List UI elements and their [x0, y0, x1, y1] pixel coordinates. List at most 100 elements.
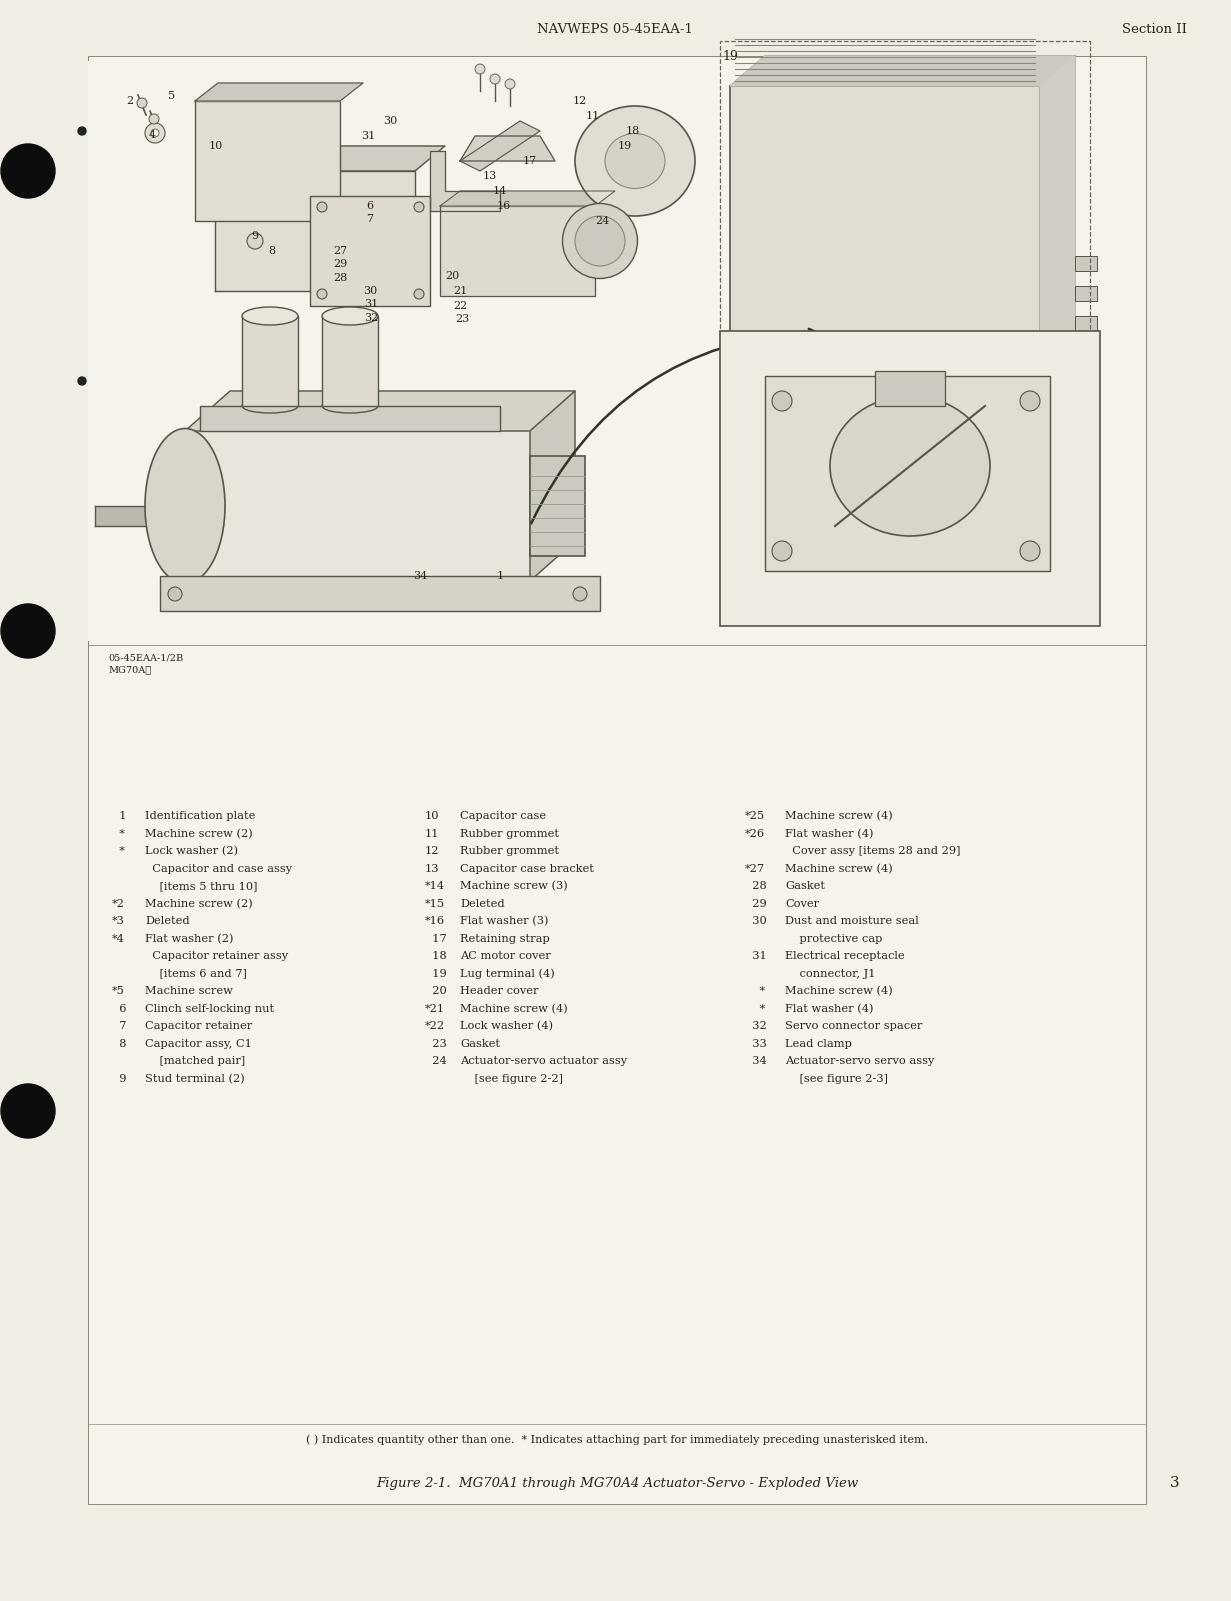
- Text: 32: 32: [364, 314, 378, 323]
- Text: Rubber grommet: Rubber grommet: [460, 845, 559, 857]
- Text: 11: 11: [586, 110, 601, 122]
- Circle shape: [318, 202, 327, 211]
- Text: Machine screw: Machine screw: [145, 986, 233, 996]
- Circle shape: [414, 290, 423, 299]
- Text: 1: 1: [112, 812, 127, 821]
- Circle shape: [572, 588, 587, 600]
- Text: 13: 13: [483, 171, 497, 181]
- Circle shape: [1020, 541, 1040, 560]
- Text: 30: 30: [363, 287, 377, 296]
- Text: 18: 18: [425, 951, 447, 961]
- Circle shape: [772, 541, 792, 560]
- Text: 31: 31: [364, 299, 378, 309]
- Text: Header cover: Header cover: [460, 986, 538, 996]
- Bar: [243, 315, 298, 407]
- Circle shape: [772, 391, 792, 411]
- Circle shape: [414, 202, 423, 211]
- Text: Machine screw (4): Machine screw (4): [785, 986, 892, 996]
- Text: *: *: [112, 828, 124, 839]
- Text: Capacitor assy, C1: Capacitor assy, C1: [145, 1039, 252, 1049]
- Text: *: *: [112, 845, 124, 857]
- Text: 11: 11: [425, 828, 439, 839]
- Bar: [1075, 346, 1097, 360]
- Ellipse shape: [575, 106, 696, 216]
- Polygon shape: [215, 146, 444, 171]
- Bar: [87, 56, 1146, 1503]
- Text: 30: 30: [383, 115, 398, 126]
- Polygon shape: [194, 83, 363, 101]
- Circle shape: [1, 604, 55, 658]
- Text: 17: 17: [425, 933, 447, 943]
- Text: Lock washer (2): Lock washer (2): [145, 845, 238, 857]
- Text: 34: 34: [412, 572, 427, 581]
- Polygon shape: [460, 136, 555, 162]
- Ellipse shape: [323, 307, 378, 325]
- Text: NAVWEPS 05-45EAA-1: NAVWEPS 05-45EAA-1: [537, 22, 693, 35]
- Text: 18: 18: [625, 126, 640, 136]
- Bar: [1075, 315, 1097, 331]
- Text: [see figure 2-2]: [see figure 2-2]: [460, 1074, 563, 1084]
- Text: [matched pair]: [matched pair]: [145, 1057, 245, 1066]
- Ellipse shape: [323, 399, 378, 413]
- Circle shape: [505, 78, 515, 90]
- Text: 30: 30: [745, 916, 767, 925]
- Text: Gasket: Gasket: [785, 881, 825, 892]
- Text: 13: 13: [425, 863, 439, 874]
- Circle shape: [145, 123, 165, 142]
- Text: Rubber grommet: Rubber grommet: [460, 828, 559, 839]
- Text: 6: 6: [112, 1004, 127, 1013]
- Text: Machine screw (4): Machine screw (4): [785, 812, 892, 821]
- Text: Capacitor case bracket: Capacitor case bracket: [460, 863, 593, 874]
- Bar: [87, 61, 1146, 640]
- Text: Lock washer (4): Lock washer (4): [460, 1021, 553, 1031]
- Text: Stud terminal (2): Stud terminal (2): [145, 1074, 245, 1084]
- Text: Gasket: Gasket: [460, 1039, 500, 1049]
- Circle shape: [137, 98, 146, 107]
- Text: 33: 33: [745, 1039, 767, 1049]
- Polygon shape: [430, 150, 500, 211]
- Text: Figure 2-1.  MG70A1 through MG70A4 Actuator-Servo - Exploded View: Figure 2-1. MG70A1 through MG70A4 Actuat…: [375, 1476, 858, 1489]
- Text: *27: *27: [745, 863, 766, 874]
- Text: *15: *15: [425, 898, 446, 908]
- Text: *22: *22: [425, 1021, 446, 1031]
- Bar: [1075, 287, 1097, 301]
- Text: 1: 1: [496, 572, 503, 581]
- Bar: [531, 456, 585, 556]
- Bar: [720, 331, 1101, 626]
- Text: Capacitor case: Capacitor case: [460, 812, 547, 821]
- Circle shape: [1, 1084, 55, 1138]
- Text: Clinch self-locking nut: Clinch self-locking nut: [145, 1004, 275, 1013]
- Text: Actuator-servo servo assy: Actuator-servo servo assy: [785, 1057, 934, 1066]
- Text: Machine screw (2): Machine screw (2): [145, 828, 252, 839]
- Text: 27: 27: [332, 247, 347, 256]
- Text: 8: 8: [112, 1039, 127, 1049]
- Circle shape: [78, 376, 86, 384]
- Bar: [875, 371, 945, 407]
- Text: Cover assy [items 28 and 29]: Cover assy [items 28 and 29]: [785, 845, 960, 857]
- Text: 31: 31: [745, 951, 767, 961]
- Bar: [310, 195, 430, 306]
- Text: protective cap: protective cap: [785, 933, 883, 943]
- Text: 33: 33: [901, 594, 918, 608]
- Text: 20: 20: [425, 986, 447, 996]
- Polygon shape: [730, 56, 1075, 86]
- Circle shape: [1020, 391, 1040, 411]
- Polygon shape: [531, 391, 575, 581]
- Bar: [439, 207, 595, 296]
- Circle shape: [1, 144, 55, 199]
- Text: 24: 24: [730, 415, 746, 427]
- Bar: [720, 42, 1089, 435]
- Text: Flat washer (4): Flat washer (4): [785, 1004, 874, 1013]
- Text: Capacitor retainer assy: Capacitor retainer assy: [145, 951, 288, 961]
- Circle shape: [167, 588, 182, 600]
- Text: Identification plate: Identification plate: [145, 812, 255, 821]
- Ellipse shape: [563, 203, 638, 279]
- Text: Lead clamp: Lead clamp: [785, 1039, 852, 1049]
- Text: 10: 10: [209, 141, 223, 150]
- Circle shape: [475, 64, 485, 74]
- Text: Deleted: Deleted: [460, 898, 505, 908]
- Text: 9: 9: [112, 1074, 127, 1084]
- Text: 19: 19: [618, 141, 633, 150]
- Circle shape: [78, 126, 86, 134]
- Text: 19: 19: [723, 50, 737, 62]
